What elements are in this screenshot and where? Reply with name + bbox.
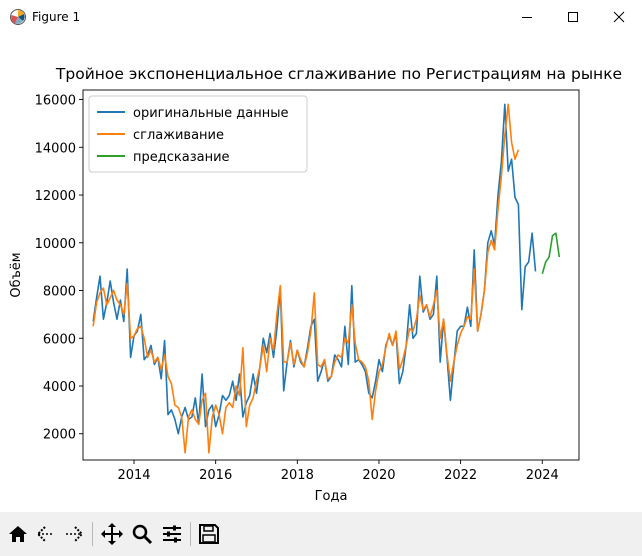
legend-box xyxy=(88,95,308,173)
forward-button[interactable] xyxy=(62,521,86,547)
back-button[interactable] xyxy=(34,521,58,547)
y-axis-label: Объём xyxy=(9,252,24,297)
plot-frame xyxy=(82,89,580,461)
forward-icon xyxy=(66,526,84,542)
series-line-0 xyxy=(92,103,537,435)
window-title: Figure 1 xyxy=(32,10,81,24)
pan-button[interactable] xyxy=(100,521,124,547)
x-tick-label: 2020 xyxy=(362,468,395,483)
back-icon xyxy=(36,526,54,542)
window-titlebar: Figure 1 xyxy=(0,0,642,34)
y-tick-label: 14000 xyxy=(35,141,76,156)
legend-label-0: оригинальные данные xyxy=(133,106,288,121)
home-button[interactable] xyxy=(6,521,30,547)
zoom-button[interactable] xyxy=(130,521,154,547)
x-axis-label: Года xyxy=(315,489,348,504)
y-tick-label: 10000 xyxy=(35,237,76,252)
y-tick-label: 12000 xyxy=(35,189,76,204)
close-icon xyxy=(613,11,625,23)
save-button[interactable] xyxy=(197,521,221,547)
toolbar-separator xyxy=(92,522,93,546)
x-tick-label: 2024 xyxy=(526,468,559,483)
y-tick-label: 16000 xyxy=(35,94,76,109)
x-tick-label: 2018 xyxy=(281,468,314,483)
x-tick-label: 2022 xyxy=(444,468,477,483)
legend-label-2: предсказание xyxy=(133,150,230,165)
minimize-icon xyxy=(522,17,532,18)
zoom-icon xyxy=(132,524,153,545)
legend-label-1: сглаживание xyxy=(133,128,224,143)
x-tick-label: 2014 xyxy=(117,468,150,483)
configure-subplots-button[interactable] xyxy=(160,521,184,547)
minimize-button[interactable] xyxy=(504,0,550,34)
navigation-toolbar xyxy=(0,512,642,556)
pan-icon xyxy=(101,523,123,545)
matplotlib-app-icon xyxy=(10,9,26,25)
y-tick-label: 4000 xyxy=(43,380,76,395)
maximize-icon xyxy=(568,12,578,22)
x-tick-label: 2016 xyxy=(199,468,232,483)
series-line-1 xyxy=(92,103,520,454)
toolbar-separator xyxy=(190,522,191,546)
home-icon xyxy=(9,526,27,542)
maximize-button[interactable] xyxy=(550,0,596,34)
close-button[interactable] xyxy=(596,0,642,34)
chart-title: Тройное экспоненциальное сглаживание по … xyxy=(55,65,622,83)
chart: Тройное экспоненциальное сглаживание по … xyxy=(9,65,622,504)
save-icon xyxy=(199,524,219,544)
y-tick-label: 8000 xyxy=(43,285,76,300)
y-tick-label: 2000 xyxy=(43,428,76,443)
configure-subplots-icon xyxy=(163,525,181,543)
figure-canvas[interactable]: Тройное экспоненциальное сглаживание по … xyxy=(0,34,642,512)
y-tick-label: 6000 xyxy=(43,332,76,347)
series-line-2 xyxy=(541,232,561,275)
